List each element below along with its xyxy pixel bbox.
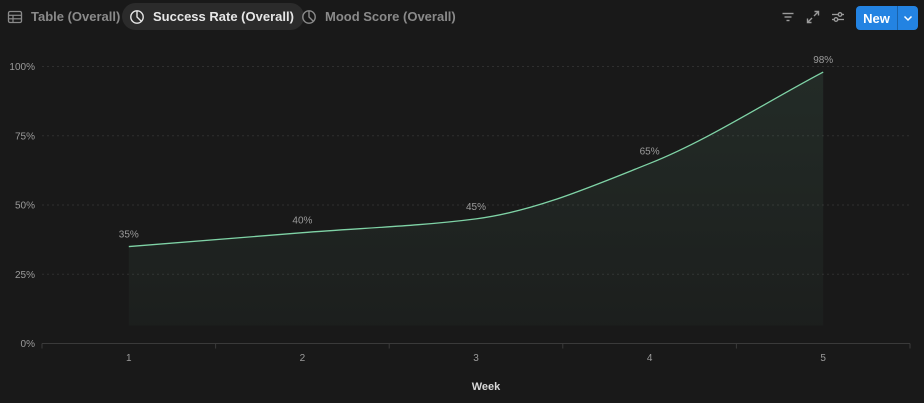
x-tick-label: 2: [300, 353, 306, 364]
data-label: 45%: [466, 202, 486, 213]
chevron-down-icon: [903, 15, 913, 22]
area-fill: [128, 72, 824, 326]
y-tick-label: 25%: [15, 270, 35, 281]
series-line: [128, 71, 824, 248]
new-dropdown-button[interactable]: [898, 6, 918, 30]
data-label: 65%: [640, 146, 660, 157]
x-tick-label: 5: [820, 353, 826, 364]
view-tabs-bar: Table (Overall) Success Rate (Overall) M…: [0, 0, 924, 36]
new-button-divider: [897, 6, 898, 30]
x-tick-label: 4: [647, 353, 653, 364]
expand-icon[interactable]: [805, 9, 821, 25]
y-tick-label: 0%: [21, 339, 36, 350]
y-tick-label: 100%: [9, 62, 35, 73]
x-tick-label: 1: [126, 353, 132, 364]
data-label: 40%: [292, 216, 312, 227]
new-button[interactable]: New: [863, 10, 890, 26]
pie-chart-icon: [129, 9, 145, 25]
data-label: 98%: [813, 55, 833, 66]
tab-label: Mood Score (Overall): [325, 9, 456, 24]
tab-mood-score-overall[interactable]: Mood Score (Overall): [294, 3, 466, 30]
x-tick-label: 3: [473, 353, 479, 364]
y-tick-label: 75%: [15, 131, 35, 142]
tab-table-overall[interactable]: Table (Overall): [0, 3, 130, 30]
new-button-group: New: [856, 6, 918, 30]
x-axis-title: Week: [472, 381, 501, 393]
pie-chart-icon: [301, 9, 317, 25]
filter-icon[interactable]: [780, 9, 796, 25]
y-tick-label: 50%: [15, 201, 35, 212]
sliders-icon[interactable]: [830, 9, 846, 25]
tab-success-rate-overall[interactable]: Success Rate (Overall): [122, 3, 304, 30]
tab-label: Success Rate (Overall): [153, 9, 294, 24]
table-icon: [7, 9, 23, 25]
tab-label: Table (Overall): [31, 9, 121, 24]
data-label: 35%: [119, 230, 139, 241]
